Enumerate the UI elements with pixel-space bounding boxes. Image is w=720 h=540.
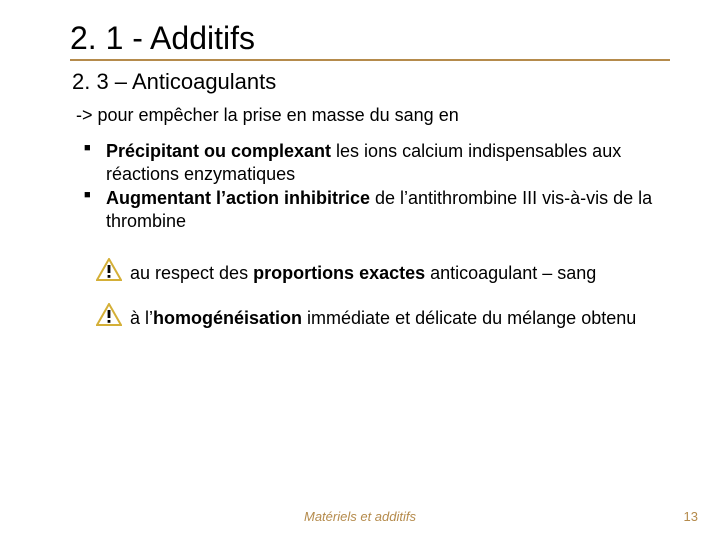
warn-bold: proportions exactes [253, 263, 425, 283]
warning-row: au respect des proportions exactes antic… [96, 262, 670, 285]
warn-pre: à l’ [130, 308, 153, 328]
footer-text: Matériels et additifs [0, 509, 720, 524]
list-item: Augmentant l’action inhibitrice de l’ant… [84, 187, 670, 232]
slide-subtitle: 2. 3 – Anticoagulants [72, 69, 670, 95]
warning-icon [96, 303, 122, 327]
slide-title: 2. 1 - Additifs [70, 20, 670, 59]
bullet-bold: Augmentant l’action inhibitrice [106, 188, 370, 208]
warning-row: à l’homogénéisation immédiate et délicat… [96, 307, 670, 330]
title-rule: 2. 1 - Additifs [70, 20, 670, 61]
bullet-bold: Précipitant ou complexant [106, 141, 331, 161]
warning-icon [96, 258, 122, 282]
list-item: Précipitant ou complexant les ions calci… [84, 140, 670, 185]
bullet-list: Précipitant ou complexant les ions calci… [84, 140, 670, 232]
warn-post: immédiate et délicate du mélange obtenu [302, 308, 636, 328]
intro-text: -> pour empêcher la prise en masse du sa… [76, 105, 670, 126]
warn-bold: homogénéisation [153, 308, 302, 328]
warning-block: au respect des proportions exactes antic… [96, 262, 670, 329]
warn-pre: au respect des [130, 263, 253, 283]
slide: 2. 1 - Additifs 2. 3 – Anticoagulants ->… [0, 0, 720, 540]
warn-post: anticoagulant – sang [425, 263, 596, 283]
page-number: 13 [684, 509, 698, 524]
